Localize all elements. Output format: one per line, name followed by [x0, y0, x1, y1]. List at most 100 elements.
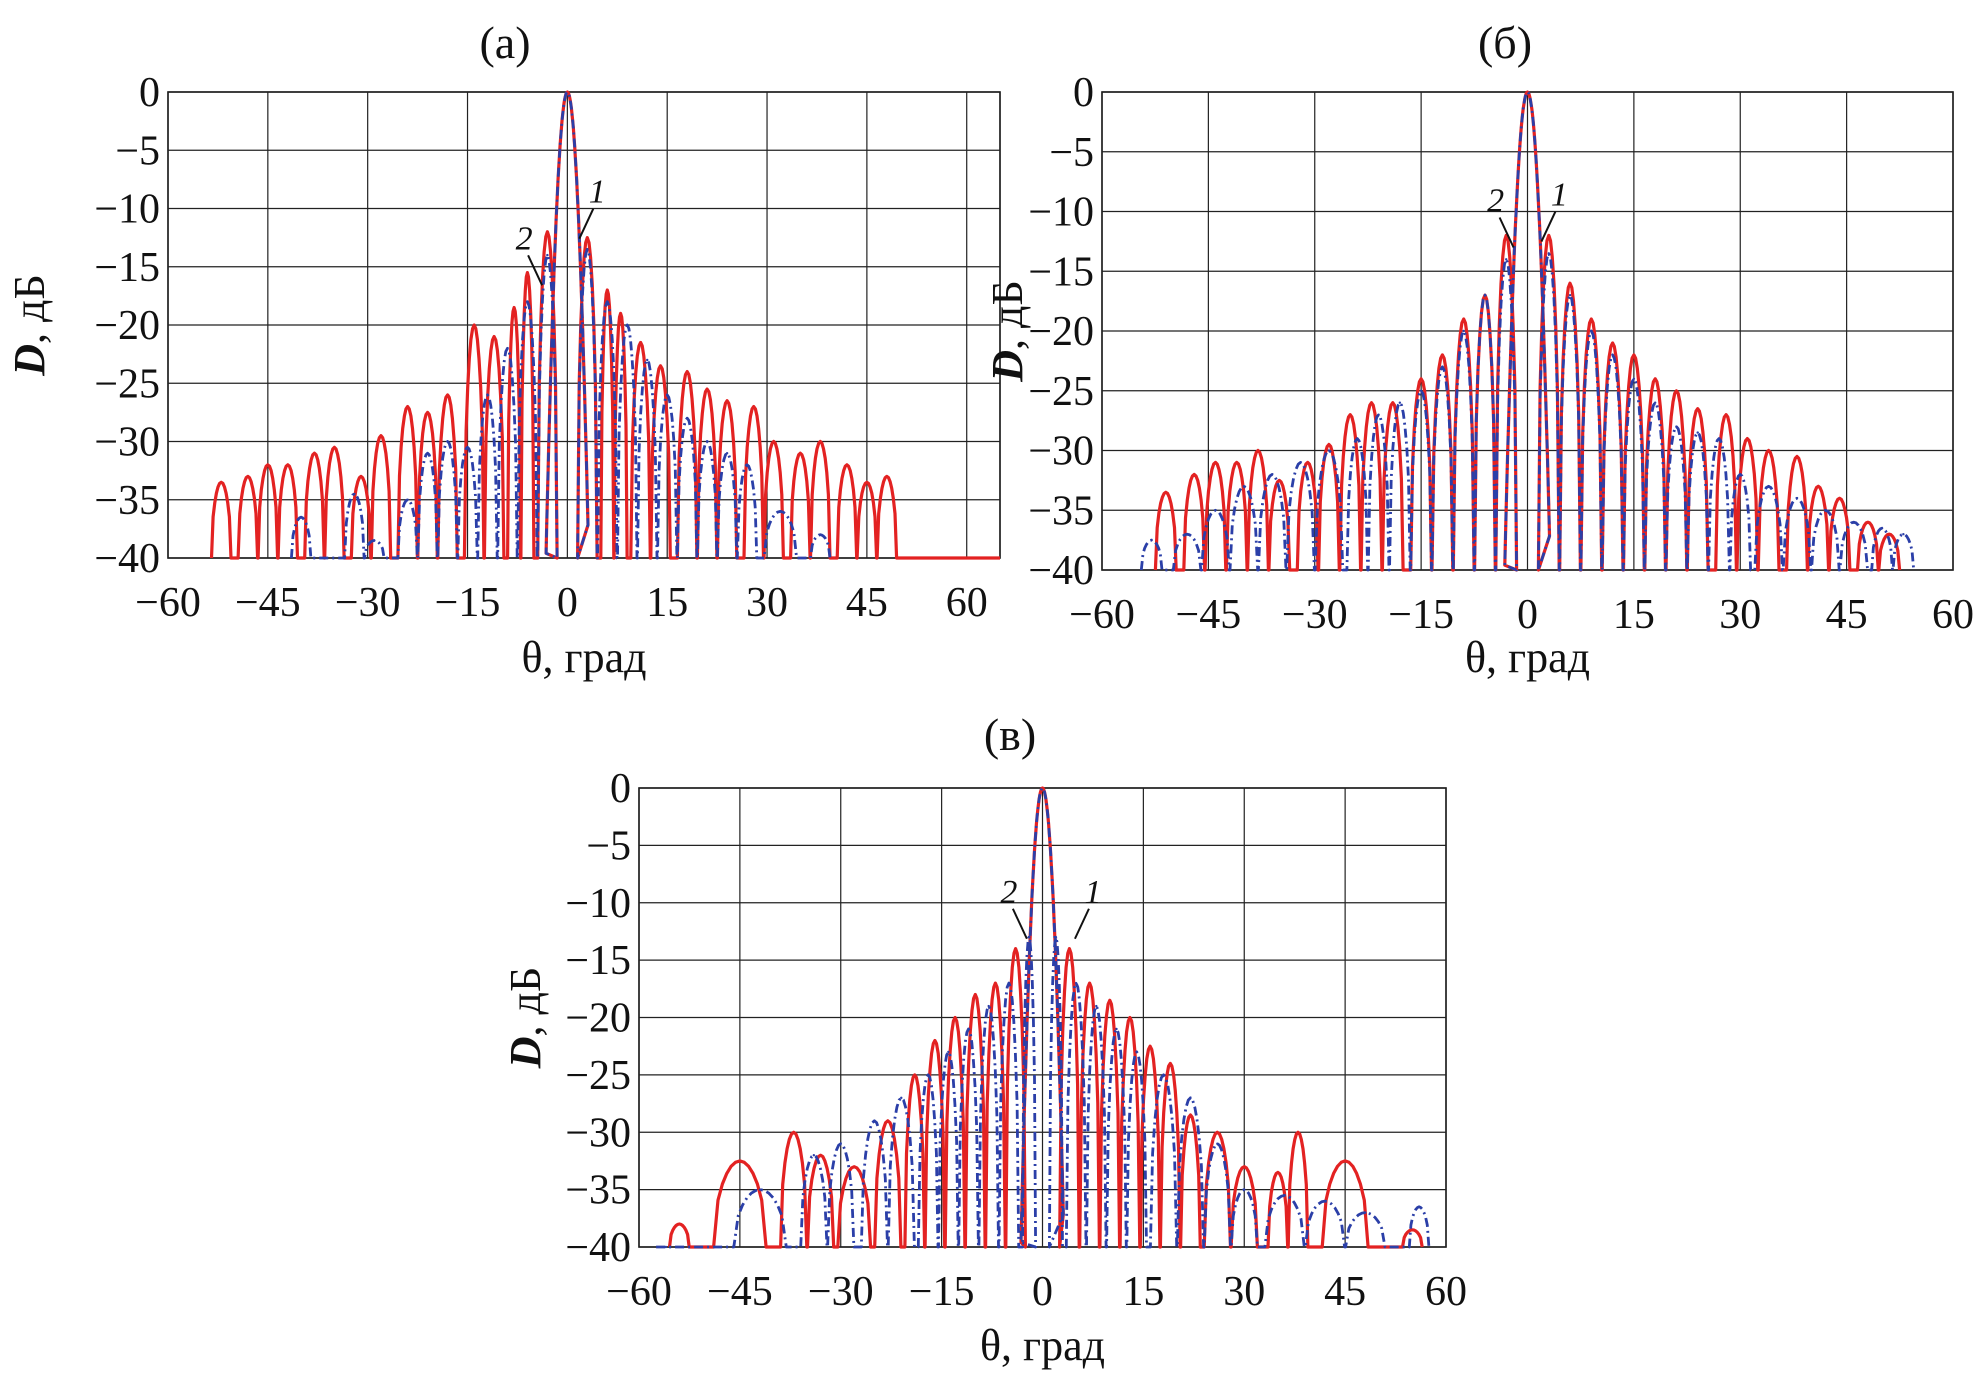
data-point-series-1	[359, 475, 363, 478]
data-point-series-1	[446, 393, 449, 397]
y-tick-label: −5	[115, 128, 160, 174]
y-axis-unit: , дБ	[501, 967, 550, 1037]
x-tick-label: −30	[808, 1269, 874, 1315]
data-point-series-1	[1216, 1131, 1219, 1134]
data-point-series-1	[220, 481, 223, 484]
data-point-series-1	[1169, 1062, 1172, 1065]
data-point-series-2	[1739, 473, 1742, 476]
data-point-series-1	[1817, 485, 1820, 488]
data-point-series-2	[839, 1142, 842, 1145]
data-point-series-2	[446, 440, 449, 443]
data-point-series-1	[799, 451, 802, 455]
data-point-series-2	[779, 510, 782, 513]
data-point-series-1	[1148, 1044, 1152, 1048]
data-point-series-1	[865, 481, 869, 484]
data-point-series-2	[900, 1096, 903, 1100]
data-point-series-1	[1724, 413, 1728, 416]
data-point-series-1	[772, 440, 775, 443]
data-point-series-1	[1391, 401, 1394, 404]
data-point-series-1	[586, 236, 589, 239]
data-point-series-1	[1243, 1165, 1246, 1168]
x-axis-unit: , град	[1001, 1321, 1105, 1370]
data-point-series-1	[1370, 401, 1373, 404]
y-tick-label: 0	[610, 766, 631, 812]
data-point-series-1	[1088, 981, 1091, 985]
x-tick-label: 45	[1324, 1269, 1366, 1315]
x-tick-label: −60	[135, 580, 201, 626]
panel-label: (в)	[984, 709, 1036, 760]
data-point-series-2	[1054, 935, 1058, 939]
data-point-series-2	[1283, 1194, 1286, 1197]
data-point-series-1	[266, 463, 270, 466]
data-point-series-1	[1590, 317, 1593, 321]
data-point-series-2	[1880, 526, 1884, 530]
curve-tag-leader	[1074, 908, 1090, 940]
data-point-series-1	[313, 451, 316, 455]
curve-tag-1: 1	[589, 174, 606, 211]
x-tick-label: 60	[946, 580, 988, 626]
y-tick-label: −5	[586, 823, 631, 869]
data-point-series-1	[1128, 1016, 1132, 1019]
x-tick-label: 60	[1932, 592, 1974, 638]
curve-tag-2: 2	[516, 220, 533, 257]
y-tick-label: −20	[1028, 309, 1094, 355]
data-point-series-2	[1150, 538, 1153, 542]
x-axis-title: θ, град	[521, 633, 646, 682]
y-tick-label: −15	[94, 245, 160, 291]
y-tick-label: −40	[565, 1225, 631, 1271]
curve-tag-2: 2	[1487, 183, 1504, 220]
y-tick-label: 0	[139, 70, 160, 116]
data-point-series-2	[1852, 521, 1855, 524]
data-point-series-2	[1483, 293, 1487, 297]
data-point-series-1	[1838, 497, 1841, 500]
data-point-series-2	[1795, 497, 1799, 500]
data-point-series-1	[1164, 491, 1168, 494]
data-point-series-1	[333, 446, 336, 449]
y-tick-label: −25	[1028, 369, 1094, 415]
data-point-series-2	[1568, 293, 1572, 297]
data-point-series-2	[426, 451, 429, 455]
data-point-series-1	[994, 981, 997, 985]
data-point-series-2	[967, 1027, 970, 1031]
y-tick-label: −25	[565, 1053, 631, 1099]
data-point-series-2	[1027, 935, 1031, 939]
data-point-series-1	[1327, 443, 1331, 446]
data-point-series-2	[1902, 532, 1905, 536]
data-point-series-1	[246, 475, 250, 478]
panel-label: (а)	[479, 17, 530, 68]
data-point-series-1	[1189, 1113, 1192, 1117]
x-axis-variable: θ	[1465, 633, 1486, 682]
data-point-series-1	[1235, 461, 1238, 464]
data-point-series-1	[1866, 521, 1870, 524]
data-point-series-2	[685, 417, 689, 420]
data-point-series-1	[426, 411, 429, 414]
data-point-series-2	[758, 1188, 762, 1191]
y-tick-label: −35	[565, 1168, 631, 1214]
data-point-series-1	[913, 1073, 916, 1077]
curve-tag-leader	[1011, 908, 1028, 940]
data-point-series-2	[546, 253, 549, 257]
data-point-series-2	[1323, 1199, 1327, 1203]
y-tick-label: −35	[1028, 488, 1094, 534]
data-point-series-1	[379, 434, 383, 437]
y-tick-label: −15	[565, 938, 631, 984]
curve-tag-leader	[1498, 217, 1515, 248]
data-point-series-1	[1349, 413, 1352, 416]
data-point-series-1	[659, 364, 662, 367]
panel-b: (б) −60 −45 −30 −15 0 15 30 45 60 0 −5 −10 −15 −20 −25 −…	[983, 17, 1974, 682]
x-tick-label: −45	[707, 1269, 773, 1315]
data-point-series-2	[664, 1245, 668, 1249]
data-point-series-2	[1462, 329, 1465, 333]
data-point-series-1	[1611, 341, 1614, 345]
data-point-series-1	[1653, 377, 1657, 380]
data-point-series-2	[926, 1073, 930, 1077]
data-point-series-2	[725, 451, 729, 455]
data-point-series-2	[1505, 258, 1508, 261]
x-axis-variable: θ	[980, 1321, 1001, 1370]
data-point-series-2	[1377, 413, 1380, 416]
x-tick-label: 0	[557, 580, 578, 626]
data-point-series-1	[819, 1154, 822, 1157]
data-point-series-2	[606, 300, 609, 303]
data-point-series-1	[933, 1039, 937, 1042]
series-line-1	[1153, 90, 1902, 572]
